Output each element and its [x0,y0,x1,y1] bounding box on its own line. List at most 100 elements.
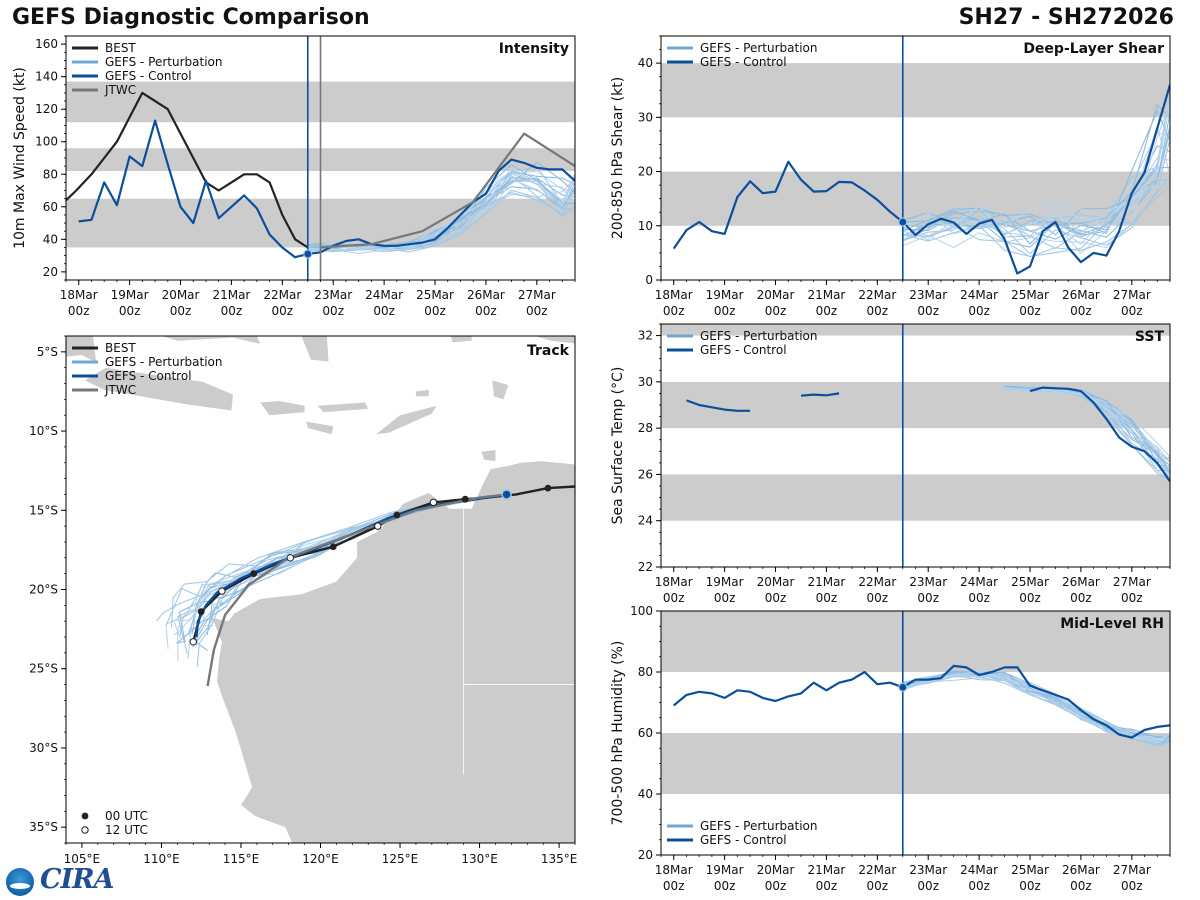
intensity-x-tick-sublabel: 00z [424,304,446,318]
sst-gefs-control-line [686,386,1170,483]
track-y-tick-label: 20°S [29,583,58,597]
track-12z-marker [374,522,382,530]
intensity-best-line [66,91,309,249]
australia-landmass [212,461,575,843]
intensity-x-tick-label: 25Mar [416,288,454,302]
sst-perturbation-line [1004,385,1170,473]
rh-x-tick-label: 23Mar [909,863,947,877]
sst-frame [660,323,1171,568]
intensity-y-tick-label: 100 [35,135,58,149]
sst-x-tick-sublabel: 00z [765,591,787,605]
shear-y-tick-label: 40 [638,56,653,70]
sumbawa-island [260,401,305,416]
intensity-x-tick-sublabel: 00z [170,304,192,318]
sst-panel-title: SST [1135,329,1165,345]
intensity-x-tick-label: 26Mar [467,288,505,302]
sst-y-axis-label: Sea Surface Temp (°C) [610,367,626,525]
sst-x-tick-label: 19Mar [706,575,744,589]
legend-00z-label: 00 UTC [105,809,148,823]
shear-x-tick-sublabel: 00z [1070,304,1092,318]
rh-y-tick-label: 40 [638,787,653,801]
sst-y-tick-label: 32 [638,329,653,343]
shear-x-tick-label: 23Mar [909,288,947,302]
shear-x-tick-label: 24Mar [960,288,998,302]
sst-band [661,381,1170,429]
shear-perturbation-line [902,184,1170,258]
borneo-edge [161,336,261,344]
sst-x-tick-label: 27Mar [1113,575,1151,589]
rh-panel-title: Mid-Level RH [1060,616,1164,632]
rh-series [672,664,1170,739]
sst-x-tick-label: 23Mar [909,575,947,589]
intensity-x-tick-label: 20Mar [162,288,200,302]
track-map [66,336,575,843]
shear-perturbation-line [902,102,1170,249]
intensity-panel-title: Intensity [499,41,569,57]
rh-x-tick-label: 21Mar [807,863,845,877]
rh-x-tick-sublabel: 00z [1070,879,1092,893]
intensity-x-tick-label: 18Mar [60,288,98,302]
timor-island [376,405,437,435]
track-12z-marker [189,638,197,646]
rh-legend-label: GEFS - Perturbation [700,819,817,833]
legend-12z-marker [81,826,89,834]
sst-x-tick-label: 18Mar [655,575,693,589]
intensity-gefs-control-line [78,119,575,259]
tanimbar-island [492,380,509,400]
rh-x-tick-sublabel: 00z [1121,879,1143,893]
intensity-perturbation-line [307,167,575,251]
sst-x-tick-label: 24Mar [960,575,998,589]
track-panel-title: Track [527,343,570,359]
shear-x-tick-sublabel: 00z [816,304,838,318]
intensity-y-tick-label: 80 [43,167,58,181]
sst-x-tick-sublabel: 00z [968,591,990,605]
intensity-x-tick-sublabel: 00z [373,304,395,318]
sst-x-tick-sublabel: 00z [867,591,889,605]
intensity-legend-label: GEFS - Perturbation [105,55,222,69]
rh-y-tick-label: 100 [630,604,653,618]
shear-perturbation-line [902,103,1170,236]
intensity-series [66,91,575,259]
rh-x-tick-sublabel: 00z [917,879,939,893]
rh-y-tick-label: 80 [638,665,653,679]
shear-panel: 0 10 20 30 40 18Mar 00z 19Mar 00z 20Mar 00z 21Mar 00… [610,35,1171,318]
intensity-legend-label: BEST [105,41,136,55]
track-00z-marker [393,511,401,519]
shear-x-tick-label: 25Mar [1011,288,1049,302]
track-y-tick-label: 30°S [29,741,58,755]
shear-y-tick-label: 20 [638,165,653,179]
sumba-island [306,421,334,435]
track-00z-marker [250,570,258,578]
sst-x-tick-sublabel: 00z [917,591,939,605]
intensity-x-tick-sublabel: 00z [475,304,497,318]
intensity-y-tick-label: 20 [43,265,58,279]
shear-x-tick-label: 27Mar [1113,288,1151,302]
shear-x-tick-label: 22Mar [858,288,896,302]
track-legend-label: JTWC [104,383,136,397]
track-y-tick-label: 5°S [37,345,58,359]
shear-gefs-control-line [672,84,1170,275]
shear-y-tick-label: 0 [645,273,653,287]
shear-x-tick-sublabel: 00z [867,304,889,318]
track-00z-marker [197,608,205,616]
intensity-x-tick-sublabel: 00z [526,304,548,318]
rh-x-tick-label: 19Mar [706,863,744,877]
noaa-globe-icon [6,868,34,896]
track-12z-marker [218,587,226,595]
sst-legend-label: GEFS - Control [700,343,787,357]
rh-x-tick-sublabel: 00z [765,879,787,893]
intensity-y-tick-label: 60 [43,200,58,214]
track-legend-label: GEFS - Control [105,369,192,383]
track-x-tick-label: 105°E [64,852,101,866]
track-00z-marker [544,484,552,492]
rh-x-tick-label: 27Mar [1113,863,1151,877]
intensity-legend-label: GEFS - Control [105,69,192,83]
intensity-x-tick-sublabel: 00z [68,304,90,318]
cira-logo-text: CIRA [40,864,115,895]
shear-x-tick-sublabel: 00z [1019,304,1041,318]
track-current-position [501,489,512,500]
intensity-x-tick-sublabel: 00z [119,304,141,318]
intensity-x-tick-sublabel: 00z [272,304,294,318]
rh-x-tick-sublabel: 00z [663,879,685,893]
intensity-x-tick-label: 21Mar [212,288,250,302]
